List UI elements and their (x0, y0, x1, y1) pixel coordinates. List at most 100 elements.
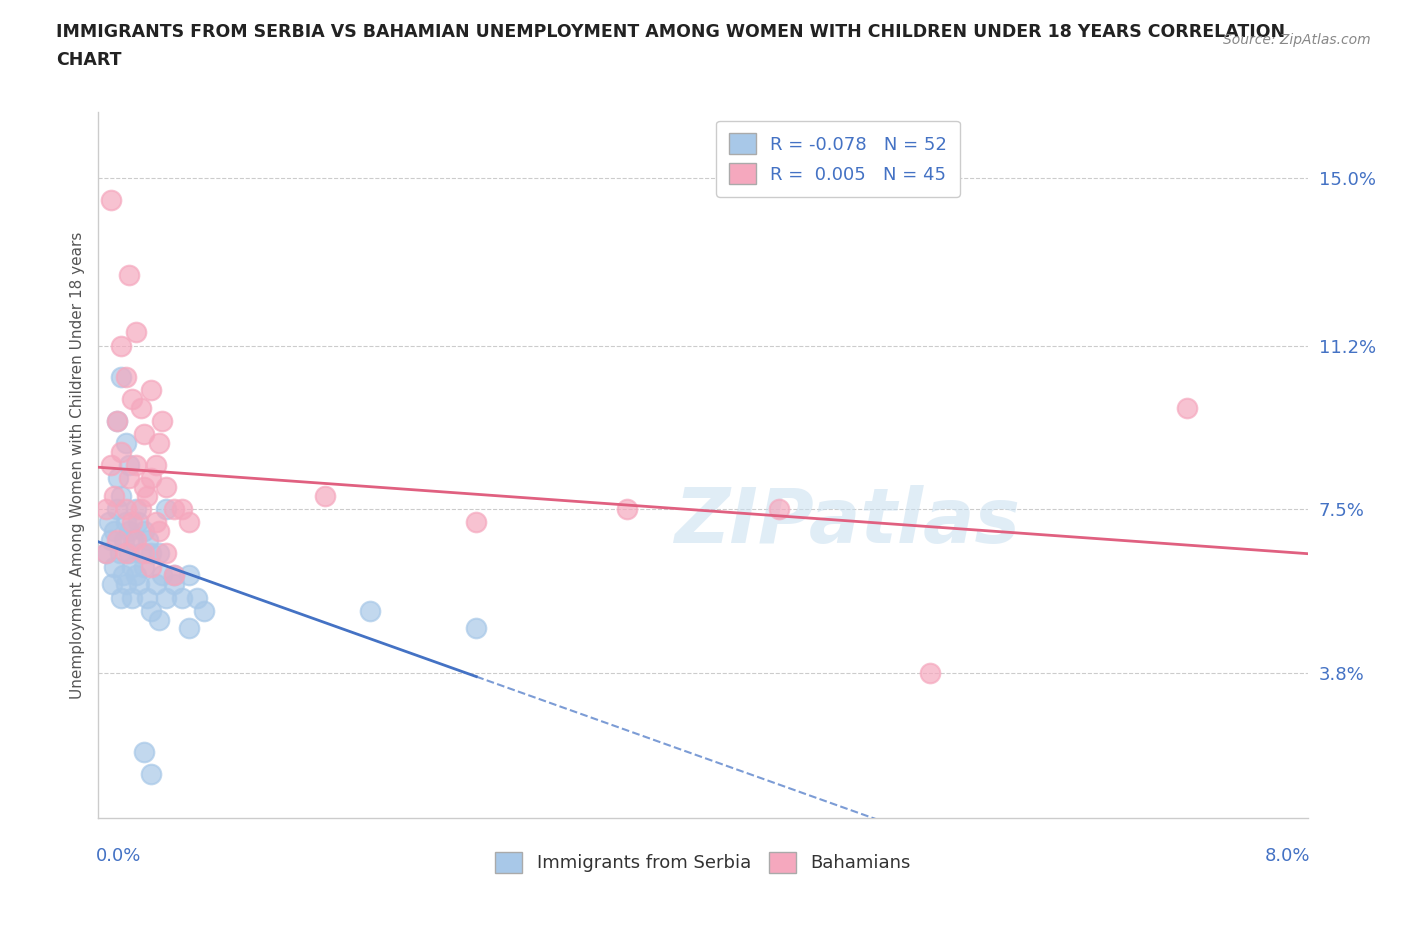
Point (148, 612, 170, 627)
Point (127, 515, 149, 530)
Point (132, 427, 155, 442)
Legend: Immigrants from Serbia, Bahamians: Immigrants from Serbia, Bahamians (488, 844, 918, 880)
Point (616, 502, 638, 517)
Point (132, 524, 155, 538)
Point (125, 568, 148, 583)
Point (114, 546, 136, 561)
Text: 8.0%: 8.0% (1264, 847, 1310, 865)
Point (163, 568, 186, 583)
Point (100, 193, 122, 207)
Point (105, 502, 128, 517)
Point (136, 533, 159, 548)
Point (170, 502, 193, 517)
Point (141, 546, 163, 561)
Point (360, 604, 382, 618)
Point (114, 369, 136, 384)
Point (141, 382, 163, 397)
Point (918, 665, 941, 680)
Point (132, 480, 155, 495)
Point (129, 546, 152, 561)
Point (110, 339, 132, 353)
Point (98, 515, 121, 530)
Point (105, 533, 128, 548)
Point (100, 458, 122, 472)
Point (132, 745, 155, 760)
Point (110, 591, 132, 605)
Point (103, 524, 125, 538)
Point (132, 559, 155, 574)
Point (179, 515, 201, 530)
Point (100, 533, 122, 548)
Point (141, 766, 163, 781)
Point (122, 533, 145, 548)
Text: Source: ZipAtlas.com: Source: ZipAtlas.com (1223, 33, 1371, 46)
Point (148, 546, 170, 561)
Point (125, 502, 148, 517)
Point (128, 577, 150, 591)
Point (114, 577, 136, 591)
Point (768, 502, 790, 517)
Point (465, 515, 488, 530)
Point (129, 400, 152, 415)
Point (465, 621, 488, 636)
Point (163, 568, 186, 583)
Point (141, 559, 163, 574)
Point (101, 577, 124, 591)
Point (112, 533, 135, 548)
Point (114, 435, 136, 450)
Point (121, 392, 143, 406)
Point (170, 591, 193, 605)
Point (148, 524, 170, 538)
Point (314, 488, 336, 503)
Point (114, 502, 136, 517)
Text: CHART: CHART (56, 51, 122, 69)
Point (110, 445, 132, 459)
Point (121, 515, 143, 530)
Point (1175, 400, 1198, 415)
Text: 0.0%: 0.0% (96, 847, 142, 865)
Point (107, 471, 129, 485)
Point (141, 471, 163, 485)
Point (94, 546, 117, 561)
Point (125, 458, 148, 472)
Point (118, 268, 141, 283)
Point (148, 435, 170, 450)
Point (150, 414, 173, 429)
Text: ZIPatlas: ZIPatlas (675, 485, 1021, 559)
Point (141, 604, 163, 618)
Point (155, 502, 177, 517)
Point (163, 502, 186, 517)
Point (103, 488, 125, 503)
Text: IMMIGRANTS FROM SERBIA VS BAHAMIAN UNEMPLOYMENT AMONG WOMEN WITH CHILDREN UNDER : IMMIGRANTS FROM SERBIA VS BAHAMIAN UNEMP… (56, 23, 1285, 41)
Point (125, 533, 148, 548)
Point (135, 488, 157, 503)
Point (118, 524, 141, 538)
Point (150, 568, 173, 583)
Point (121, 559, 143, 574)
Point (155, 546, 177, 561)
Point (114, 515, 136, 530)
Point (135, 591, 157, 605)
Point (145, 458, 167, 472)
Point (163, 577, 186, 591)
Point (155, 591, 177, 605)
Point (125, 326, 148, 340)
Point (110, 369, 132, 384)
Point (94, 546, 117, 561)
Point (110, 488, 132, 503)
Point (103, 559, 125, 574)
Point (105, 414, 128, 429)
Point (132, 546, 155, 561)
Point (94, 502, 117, 517)
Point (111, 568, 134, 583)
Point (121, 591, 143, 605)
Point (145, 577, 167, 591)
Point (105, 414, 128, 429)
Y-axis label: Unemployment Among Women with Children Under 18 years: Unemployment Among Women with Children U… (69, 232, 84, 698)
Point (179, 621, 201, 636)
Point (129, 502, 152, 517)
Point (118, 471, 141, 485)
Point (108, 546, 131, 561)
Point (179, 568, 201, 583)
Point (145, 515, 167, 530)
